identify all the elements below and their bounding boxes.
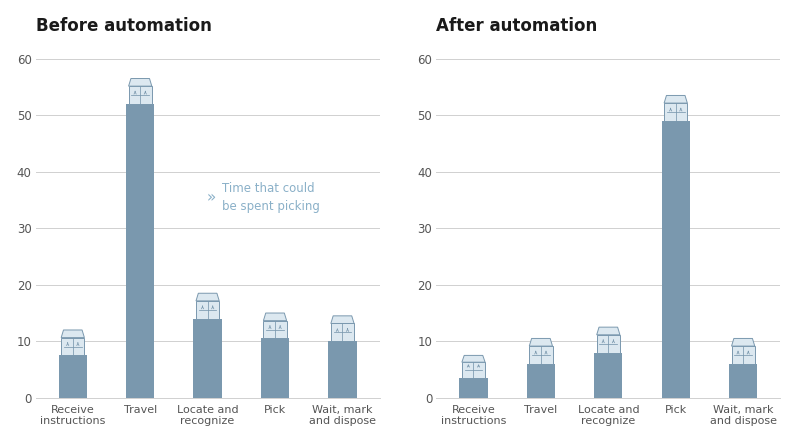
Bar [129, 86, 152, 104]
Bar [731, 346, 754, 364]
Bar [462, 362, 485, 378]
Text: »: » [206, 190, 216, 205]
Polygon shape [263, 313, 286, 321]
Bar [194, 319, 222, 398]
Bar [459, 378, 488, 398]
Polygon shape [597, 327, 620, 335]
Polygon shape [129, 78, 152, 86]
Bar [331, 323, 354, 341]
Bar [328, 341, 357, 398]
Polygon shape [61, 330, 84, 338]
Bar [526, 364, 555, 398]
Bar [61, 338, 84, 355]
Bar [729, 364, 758, 398]
Bar [594, 353, 622, 398]
Polygon shape [331, 316, 354, 323]
Bar [263, 321, 286, 338]
Bar [261, 338, 289, 398]
Text: Before automation: Before automation [36, 17, 211, 35]
Bar [126, 104, 154, 398]
Polygon shape [196, 293, 219, 301]
Text: After automation: After automation [437, 17, 598, 35]
Bar [664, 103, 687, 121]
Polygon shape [462, 355, 485, 362]
Bar [530, 346, 553, 364]
Polygon shape [530, 338, 553, 346]
Polygon shape [731, 338, 754, 346]
Bar [662, 121, 690, 398]
Polygon shape [664, 95, 687, 103]
Bar [196, 301, 219, 319]
Bar [597, 335, 620, 353]
Bar [58, 355, 87, 398]
Text: Time that could
be spent picking: Time that could be spent picking [222, 182, 320, 213]
